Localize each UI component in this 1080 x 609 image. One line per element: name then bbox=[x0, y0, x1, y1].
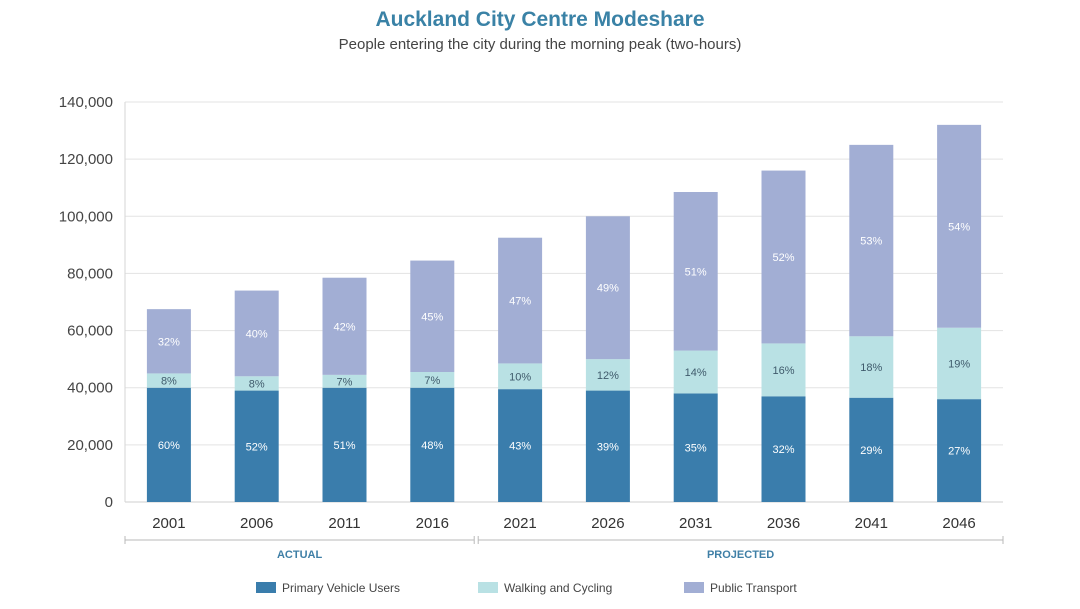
bar-segment-walking-and-cycling bbox=[673, 350, 718, 394]
chart-subtitle: People entering the city during the morn… bbox=[338, 36, 742, 53]
bar-segment-public-transport bbox=[322, 277, 367, 375]
legend-swatch bbox=[478, 582, 498, 593]
bar-segment-walking-and-cycling bbox=[322, 374, 367, 388]
chart-title: Auckland City Centre Modeshare bbox=[375, 8, 705, 31]
bar-segment-walking-and-cycling bbox=[234, 376, 279, 391]
y-tick-label: 60,000 bbox=[67, 323, 113, 340]
y-tick-label: 120,000 bbox=[59, 151, 113, 168]
bar-segment-walking-and-cycling bbox=[585, 359, 630, 391]
bar-segment-primary-vehicle-users bbox=[849, 397, 894, 502]
x-tick-label: 2021 bbox=[503, 515, 536, 532]
data-label: 49% bbox=[597, 283, 619, 295]
bar-segment-walking-and-cycling bbox=[761, 343, 806, 397]
bar-segment-primary-vehicle-users bbox=[761, 396, 806, 502]
data-label: 48% bbox=[421, 440, 443, 452]
data-label: 51% bbox=[333, 440, 355, 452]
data-label: 29% bbox=[860, 445, 882, 457]
data-label: 7% bbox=[337, 376, 353, 388]
legend-label: Primary Vehicle Users bbox=[282, 581, 400, 595]
data-label: 43% bbox=[509, 441, 531, 453]
data-label: 14% bbox=[685, 367, 707, 379]
x-tick-label: 2011 bbox=[328, 515, 360, 532]
bar-segment-primary-vehicle-users bbox=[673, 393, 718, 502]
data-label: 45% bbox=[421, 311, 443, 323]
data-label: 39% bbox=[597, 441, 619, 453]
y-tick-label: 40,000 bbox=[67, 380, 113, 397]
data-label: 54% bbox=[948, 221, 970, 233]
bar-segment-public-transport bbox=[234, 290, 279, 377]
x-tick-label: 2016 bbox=[416, 515, 449, 532]
legend-label: Public Transport bbox=[710, 581, 797, 595]
x-tick-label: 2026 bbox=[591, 515, 624, 532]
bar-segment-walking-and-cycling bbox=[410, 372, 455, 388]
data-label: 18% bbox=[860, 362, 882, 374]
y-tick-label: 0 bbox=[105, 494, 113, 511]
x-tick-label: 2031 bbox=[679, 515, 712, 532]
bar-segment-public-transport bbox=[849, 144, 894, 337]
y-tick-label: 80,000 bbox=[67, 265, 113, 282]
group-label-actual: ACTUAL bbox=[277, 549, 322, 561]
bar-segment-primary-vehicle-users bbox=[322, 387, 367, 502]
data-label: 53% bbox=[860, 236, 882, 248]
data-label: 16% bbox=[772, 365, 794, 377]
data-label: 27% bbox=[948, 446, 970, 458]
bar-segment-public-transport bbox=[146, 309, 191, 374]
data-label: 8% bbox=[161, 376, 177, 388]
data-label: 51% bbox=[685, 266, 707, 278]
data-label: 32% bbox=[772, 444, 794, 456]
data-label: 7% bbox=[424, 375, 440, 387]
bar-segment-public-transport bbox=[673, 192, 718, 351]
bar-segment-walking-and-cycling bbox=[146, 373, 191, 388]
legend-swatch bbox=[684, 582, 704, 593]
data-label: 52% bbox=[772, 252, 794, 264]
bar-segment-primary-vehicle-users bbox=[585, 390, 630, 502]
bar-segment-primary-vehicle-users bbox=[937, 399, 982, 502]
data-label: 12% bbox=[597, 370, 619, 382]
bar-segment-primary-vehicle-users bbox=[410, 387, 455, 502]
bar-segment-public-transport bbox=[498, 237, 543, 364]
legend-swatch bbox=[256, 582, 276, 593]
data-label: 35% bbox=[685, 443, 707, 455]
bar-segment-walking-and-cycling bbox=[937, 327, 982, 400]
data-label: 52% bbox=[246, 441, 268, 453]
data-label: 40% bbox=[246, 328, 268, 340]
data-label: 32% bbox=[158, 336, 180, 348]
y-tick-label: 100,000 bbox=[59, 208, 113, 225]
x-tick-label: 2036 bbox=[767, 515, 800, 532]
bar-segment-public-transport bbox=[937, 124, 982, 328]
y-tick-label: 140,000 bbox=[59, 94, 113, 111]
data-label: 19% bbox=[948, 358, 970, 370]
legend-label: Walking and Cycling bbox=[504, 581, 612, 595]
data-label: 42% bbox=[333, 321, 355, 333]
x-tick-label: 2041 bbox=[855, 515, 888, 532]
x-tick-label: 2001 bbox=[152, 515, 185, 532]
bar-segment-primary-vehicle-users bbox=[146, 387, 191, 502]
data-label: 47% bbox=[509, 296, 531, 308]
x-tick-label: 2046 bbox=[942, 515, 975, 532]
bar-segment-public-transport bbox=[410, 260, 455, 372]
bar-segment-walking-and-cycling bbox=[849, 336, 894, 398]
y-tick-label: 20,000 bbox=[67, 437, 113, 454]
data-label: 60% bbox=[158, 440, 180, 452]
bar-segment-public-transport bbox=[761, 170, 806, 344]
bar-segment-primary-vehicle-users bbox=[234, 390, 279, 502]
data-label: 8% bbox=[249, 378, 265, 390]
bar-segment-walking-and-cycling bbox=[498, 363, 543, 390]
bar-segment-primary-vehicle-users bbox=[498, 389, 543, 502]
bar-segment-public-transport bbox=[585, 216, 630, 360]
group-label-projected: PROJECTED bbox=[707, 549, 774, 561]
data-label: 10% bbox=[509, 371, 531, 383]
x-tick-label: 2006 bbox=[240, 515, 273, 532]
